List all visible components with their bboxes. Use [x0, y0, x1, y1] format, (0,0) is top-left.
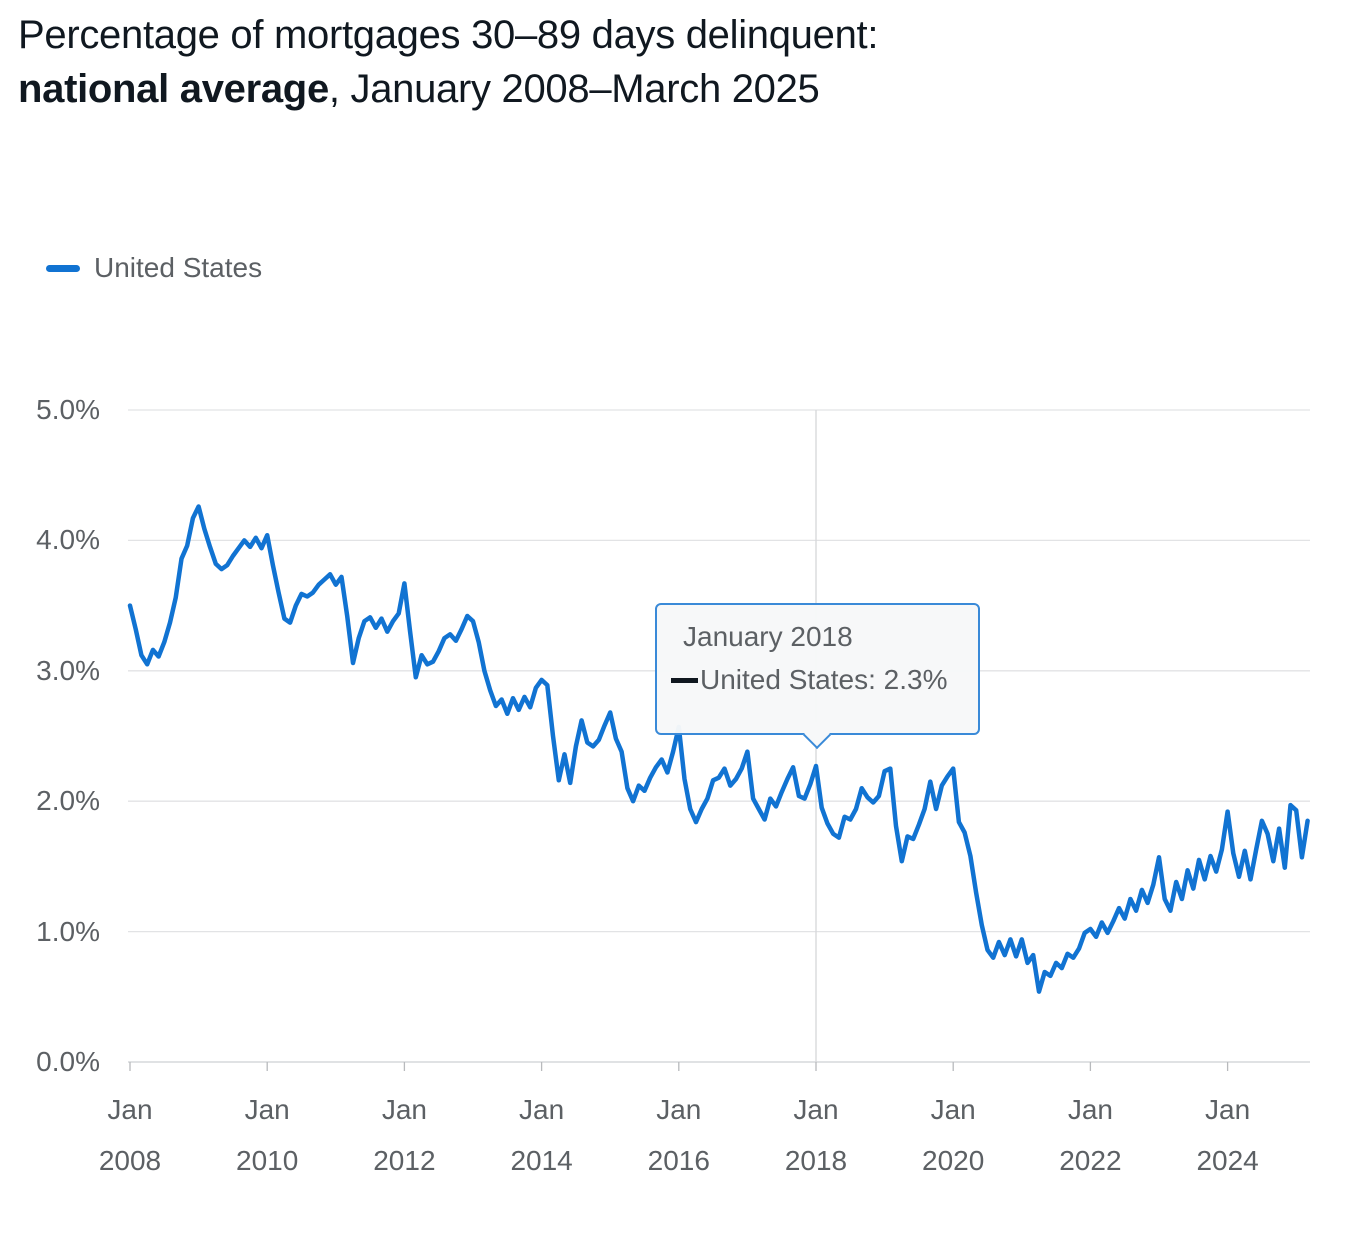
series-marker-dash-icon [671, 677, 698, 683]
chart-title-line2-bold: national average [18, 67, 329, 111]
tooltip-series-row: United States: 2.3% [671, 664, 978, 696]
tooltip-series-value: United States: 2.3% [700, 664, 948, 695]
chart-title-line2-rest: , January 2008–March 2025 [328, 67, 820, 111]
tooltip: January 2018 United States: 2.3% [655, 603, 980, 750]
chart-title-line1: Percentage of mortgages 30–89 days delin… [18, 13, 879, 57]
delinquency-line-united-states [127, 504, 1310, 994]
tooltip-date: January 2018 [683, 621, 853, 652]
chart-title: Percentage of mortgages 30–89 days delin… [18, 8, 878, 116]
legend-swatch-icon [46, 264, 80, 272]
legend-label: United States [94, 252, 263, 283]
legend-item-united-states[interactable]: United States [46, 248, 262, 288]
